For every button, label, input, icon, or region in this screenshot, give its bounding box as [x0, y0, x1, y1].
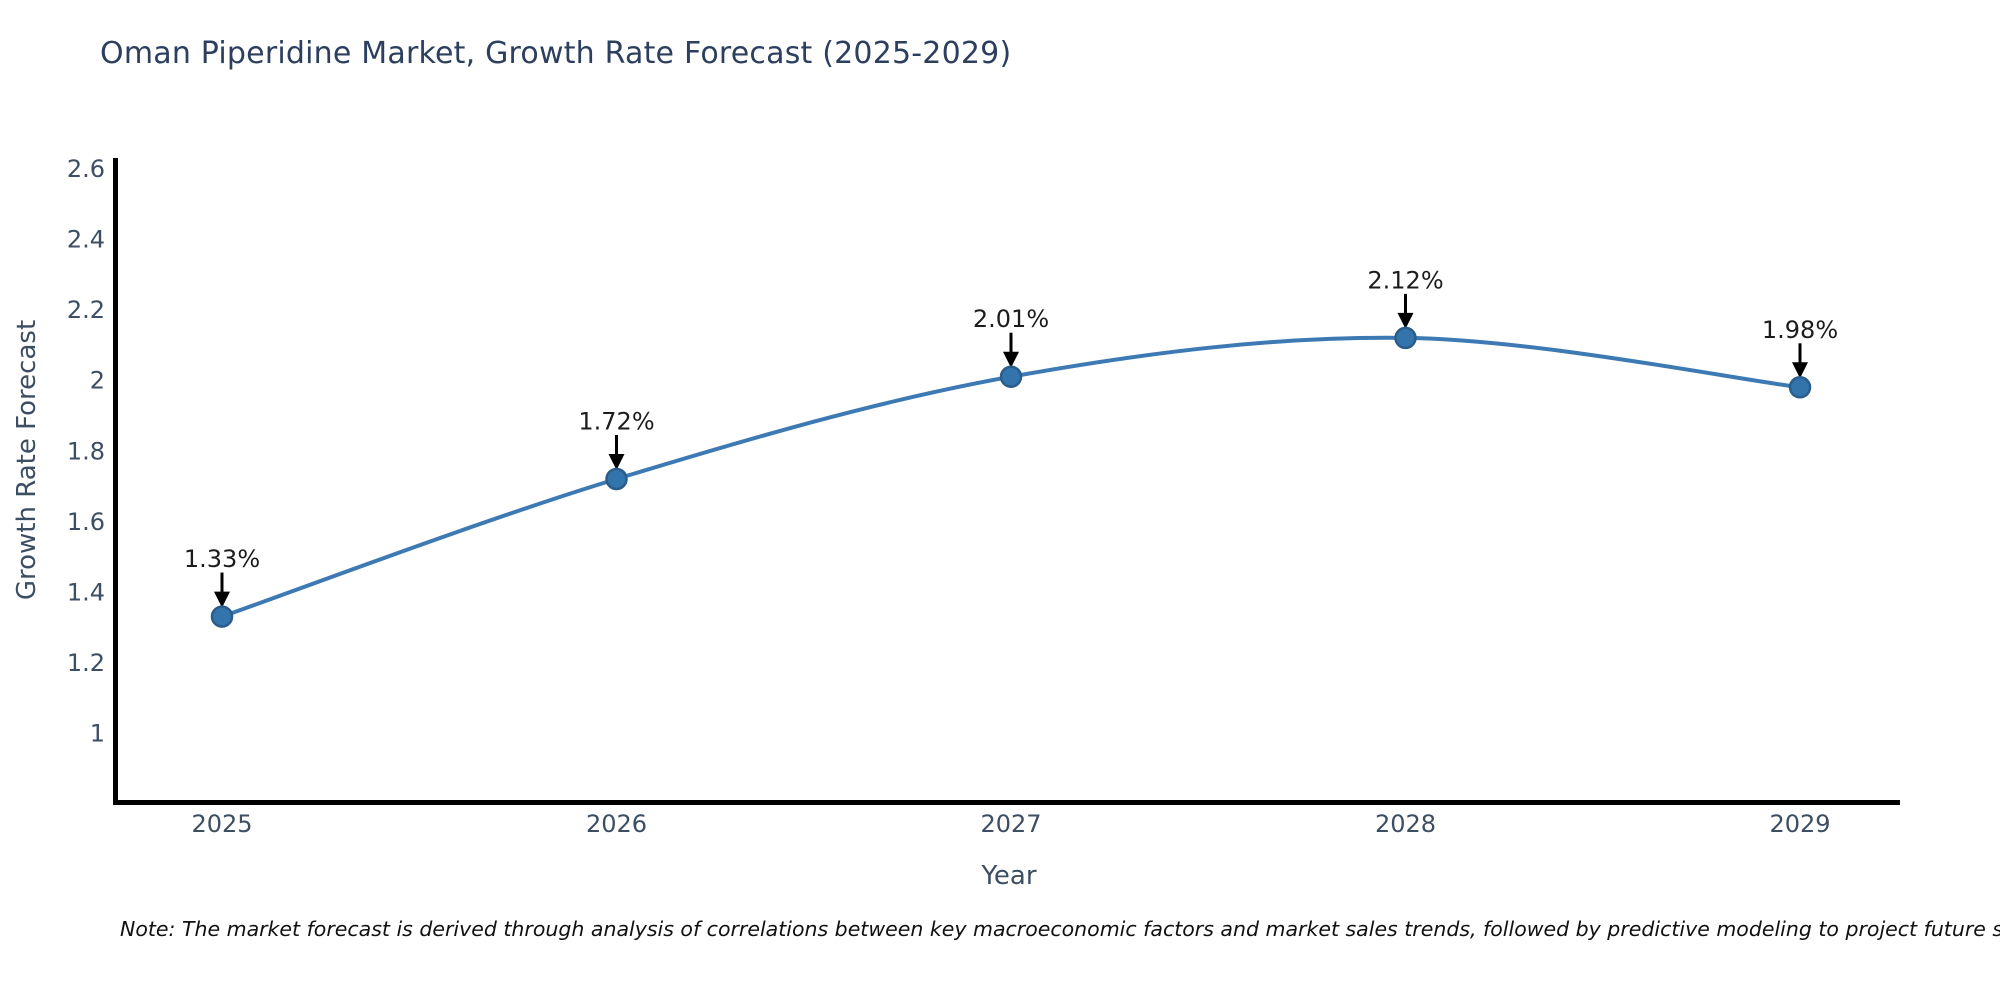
- data-point-marker: [1788, 376, 1812, 399]
- y-tick-label: 1.2: [67, 649, 105, 677]
- x-tick-label: 2027: [980, 810, 1041, 838]
- y-axis-title: Growth Rate Forecast: [12, 319, 42, 601]
- y-tick-label: 1.8: [67, 437, 105, 465]
- annotation-arrow-head: [608, 454, 625, 470]
- y-tick-label: 2.6: [67, 155, 105, 183]
- x-axis-title: Year: [981, 861, 1037, 891]
- data-point-marker: [999, 365, 1023, 388]
- annotation-arrow-head: [1397, 312, 1414, 329]
- y-tick-label: 1: [90, 719, 105, 747]
- x-tick-label: 2025: [191, 810, 252, 838]
- x-tick-label: 2026: [586, 810, 647, 838]
- y-tick-label: 2.2: [67, 296, 105, 324]
- annotation-label: 1.98%: [1762, 316, 1838, 344]
- y-axis-line: [113, 158, 118, 805]
- annotation-arrow-head: [214, 591, 230, 608]
- y-tick-label: 1.6: [67, 508, 105, 536]
- data-point-marker: [605, 467, 628, 491]
- annotation-arrow-head: [1792, 362, 1808, 379]
- annotation-label: 1.33%: [184, 545, 260, 573]
- x-axis-line: [113, 800, 1900, 805]
- y-tick-label: 2: [90, 367, 105, 395]
- annotation-label: 2.01%: [973, 305, 1049, 333]
- footnote: Note: The market forecast is derived thr…: [120, 917, 2000, 941]
- x-tick-label: 2028: [1375, 810, 1436, 838]
- y-tick-label: 2.4: [67, 226, 105, 254]
- x-tick-label: 2029: [1769, 810, 1830, 838]
- y-tick-label: 1.4: [67, 578, 105, 606]
- data-point-marker: [1394, 326, 1417, 350]
- annotation-label: 2.12%: [1367, 266, 1443, 294]
- annotation-label: 1.72%: [578, 408, 654, 436]
- annotation-arrow-head: [1003, 351, 1019, 368]
- data-point-marker: [210, 605, 234, 628]
- chart-title: Oman Piperidine Market, Growth Rate Fore…: [100, 36, 1012, 71]
